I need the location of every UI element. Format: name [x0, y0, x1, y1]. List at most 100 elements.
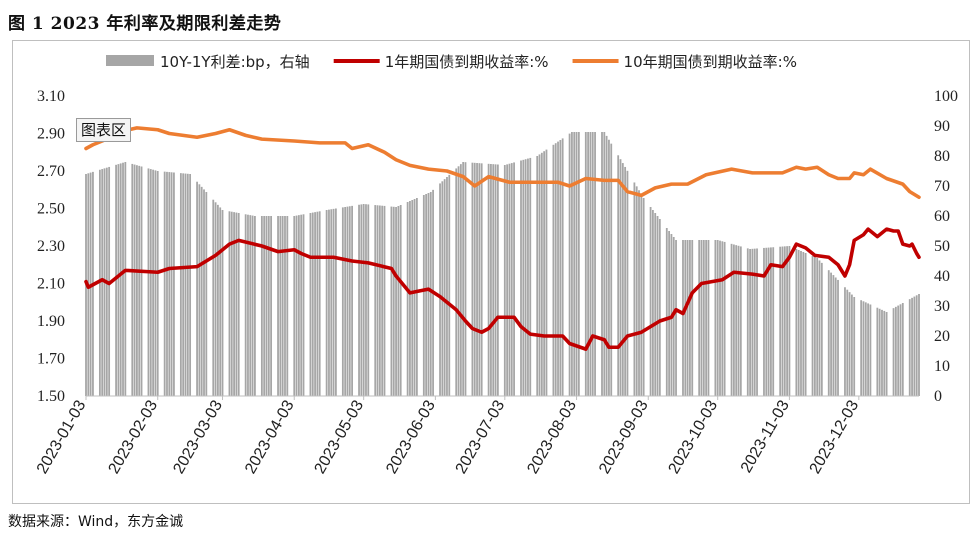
spread-bar: [101, 169, 104, 396]
spread-bar: [918, 294, 920, 396]
x-tick-label: 2023-12-03: [807, 397, 863, 476]
spread-bar: [869, 304, 872, 396]
spread-bar: [851, 294, 853, 396]
spread-bar: [182, 173, 185, 396]
spread-bar: [270, 216, 273, 396]
spread-bar: [795, 249, 798, 396]
spread-bar: [682, 240, 684, 396]
spread-bar: [844, 287, 846, 396]
spread-bar: [589, 132, 592, 396]
spread-bar: [573, 132, 576, 396]
spread-bar: [473, 162, 476, 396]
spread-bar: [554, 143, 557, 396]
spread-bar: [862, 301, 865, 396]
spread-bar: [876, 307, 879, 396]
spread-bar: [834, 277, 837, 396]
spread-bar: [642, 198, 645, 396]
spread-bar: [297, 215, 300, 396]
spread-bar: [830, 272, 832, 397]
spread-bar: [735, 245, 738, 396]
spread-bar: [457, 166, 460, 396]
spread-bar: [390, 206, 393, 396]
x-axis: 2023-01-03 2023-02-03 2023-03-03 2023-04-03…: [34, 395, 919, 477]
spread-bar: [783, 246, 786, 396]
x-tick-label: 2023-06-03: [383, 397, 439, 476]
spread-bar: [827, 270, 830, 396]
left-tick-label: 2.10: [37, 276, 65, 293]
legend-label: 10年期国债到期收益率:%: [624, 53, 797, 71]
spread-bar: [425, 194, 428, 396]
spread-bar: [730, 243, 733, 396]
spread-bar: [429, 192, 432, 396]
x-tick-label: 2023-08-03: [524, 397, 580, 476]
chart-frame[interactable]: 1.50 1.70 1.90 2.10 2.30 2.50 2.70 2.90 3.10 0 10…: [12, 40, 970, 504]
spread-bar: [203, 189, 205, 396]
spread-bar: [698, 240, 701, 396]
spread-bar: [633, 182, 636, 396]
spread-bar: [295, 215, 298, 396]
right-tick-label: 0: [934, 388, 942, 405]
chart-svg: 1.50 1.70 1.90 2.10 2.30 2.50 2.70 2.90 3.10 0 10…: [34, 53, 958, 477]
spread-bar: [422, 195, 425, 396]
spread-bar: [883, 310, 886, 396]
spread-bar: [610, 143, 613, 396]
spread-bar: [395, 207, 397, 396]
spread-bar: [899, 304, 902, 396]
spread-bar: [885, 312, 888, 396]
spread-bar: [122, 162, 124, 396]
spread-bar: [228, 211, 231, 396]
spread-bar: [219, 207, 222, 396]
spread-bar: [668, 231, 670, 396]
spread-bar: [559, 140, 562, 396]
spread-bar: [707, 240, 710, 396]
spread-bar: [230, 211, 233, 396]
spread-bar: [640, 194, 643, 396]
yield-lines: [84, 126, 921, 351]
chart-area-tag: 图表区: [76, 118, 132, 142]
spread-bar: [198, 184, 201, 396]
spread-bar: [802, 252, 805, 396]
spread-bar: [619, 159, 622, 396]
spread-bar: [832, 275, 835, 396]
spread-bar: [328, 209, 330, 397]
spread-bar: [216, 204, 219, 396]
spread-bar: [878, 308, 881, 396]
spread-bar: [689, 240, 691, 396]
spread-bar: [513, 162, 515, 396]
line-10y-yield: [84, 126, 921, 200]
spread-bar: [490, 164, 492, 396]
spread-bar: [816, 258, 819, 396]
spread-bar: [654, 213, 657, 396]
spread-bar: [496, 164, 499, 396]
spread-bar: [471, 162, 474, 396]
spread-bar: [154, 170, 157, 396]
spread-bar: [443, 179, 446, 396]
spread-bar: [254, 216, 256, 396]
spread-bar: [346, 206, 349, 397]
spread-bar: [455, 168, 458, 396]
left-tick-label: 3.10: [37, 88, 65, 105]
right-tick-label: 80: [934, 148, 950, 165]
spread-bar: [186, 173, 189, 396]
spread-bar: [716, 240, 719, 396]
spread-bar: [117, 164, 120, 396]
legend-label: 1年期国债到期收益率:%: [385, 53, 549, 71]
left-tick-label: 1.70: [37, 351, 65, 368]
x-tick-label: 2023-01-03: [34, 397, 90, 476]
spread-bar: [244, 214, 247, 396]
left-tick-label: 1.50: [37, 388, 65, 405]
spread-bar: [543, 151, 546, 396]
spread-bar: [545, 149, 548, 396]
spread-bar: [756, 248, 758, 396]
spread-bar: [397, 206, 400, 396]
spread-bar: [601, 132, 603, 396]
spread-bar: [411, 200, 414, 396]
spread-bar: [309, 213, 312, 396]
x-tick-label: 2023-11-03: [738, 397, 793, 475]
spread-bar: [152, 169, 154, 396]
right-tick-label: 10: [934, 358, 950, 375]
spread-bar: [362, 204, 365, 396]
spread-bar: [584, 132, 587, 396]
right-tick-label: 70: [934, 178, 950, 195]
spread-bar: [267, 216, 270, 396]
